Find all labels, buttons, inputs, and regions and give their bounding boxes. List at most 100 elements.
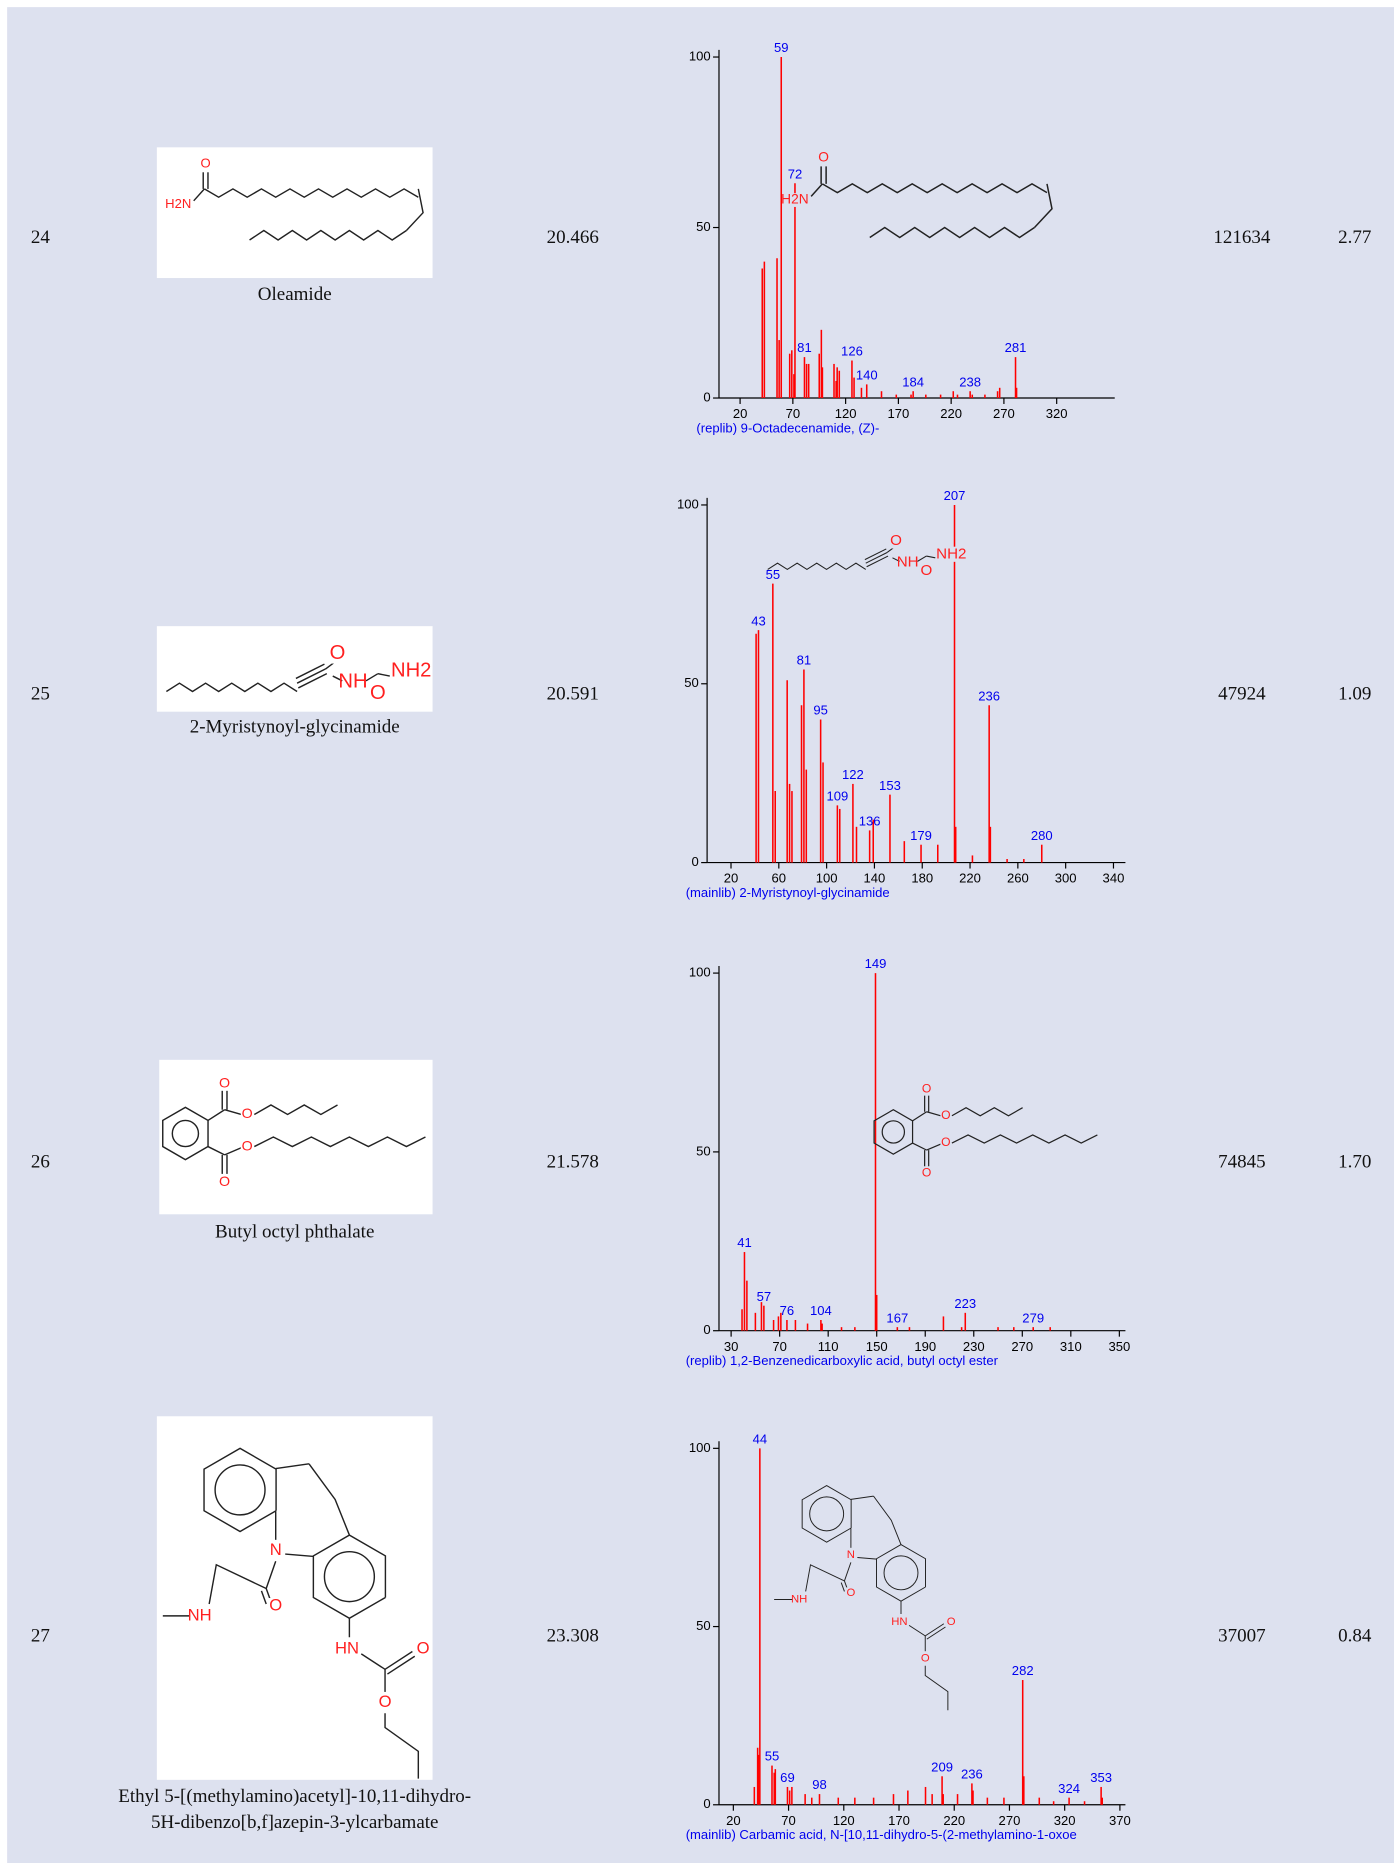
- peak-label: 72: [788, 166, 803, 181]
- bond: [912, 1111, 927, 1122]
- atom-label: O: [370, 682, 386, 704]
- x-tick-label: 120: [835, 406, 857, 421]
- bond: [926, 1111, 941, 1117]
- peak-label: 207: [944, 488, 966, 503]
- retention-time: 20.591: [547, 683, 599, 704]
- compound-name: Ethyl 5-[(methylamino)acetyl]-10,11-dihy…: [118, 1786, 471, 1807]
- peak-label: 282: [1012, 1663, 1034, 1678]
- spectrum-caption: (replib) 9-Octadecenamide, (Z)-: [696, 420, 879, 435]
- bond: [805, 1564, 845, 1592]
- peak-label: 279: [1022, 1310, 1044, 1325]
- bond: [843, 1562, 852, 1582]
- bond: [384, 1713, 420, 1779]
- bond: [360, 1653, 386, 1670]
- peak-label: 55: [765, 1749, 780, 1764]
- atom-label-background: [889, 533, 903, 549]
- bond: [926, 555, 936, 559]
- x-tick-label: 120: [833, 1813, 855, 1828]
- bond: [869, 226, 1035, 239]
- peak-label: 149: [865, 956, 887, 971]
- peak-label: 209: [931, 1759, 953, 1774]
- retention-time: 20.466: [547, 227, 599, 248]
- spectrum-caption: (replib) 1,2-Benzenedicarboxylic acid, b…: [686, 1353, 999, 1368]
- atom-label: N: [847, 1549, 855, 1561]
- bond: [224, 1147, 242, 1156]
- bond: [207, 1109, 225, 1122]
- compound-name: 5H-dibenzo[b,f]azepin-3-ylcarbamate: [151, 1812, 439, 1833]
- aromatic-ring: [171, 1119, 200, 1148]
- atom-label: O: [201, 155, 211, 170]
- atom-label: O: [219, 1174, 230, 1190]
- area-percent: 1.70: [1338, 1152, 1371, 1173]
- structure-image: [156, 1416, 433, 1780]
- x-tick-label: 110: [818, 1339, 839, 1354]
- peak-label: 57: [757, 1289, 772, 1304]
- x-tick-label: 370: [1109, 1813, 1131, 1828]
- atom-label-background: [328, 643, 347, 664]
- x-tick-label: 270: [993, 406, 1015, 421]
- atom-label-background: [377, 1694, 393, 1711]
- bond: [864, 548, 887, 561]
- row-number: 24: [31, 227, 51, 248]
- x-tick-label: 270: [1011, 1339, 1033, 1354]
- atom-label: H2N: [165, 196, 191, 211]
- peak-label: 153: [879, 778, 901, 793]
- x-tick-label: 220: [943, 1813, 965, 1828]
- bond: [208, 1563, 267, 1605]
- atom-label: HN: [891, 1616, 907, 1628]
- x-tick-label: 100: [816, 871, 838, 886]
- bond: [926, 1626, 946, 1640]
- peak-label: 69: [780, 1770, 795, 1785]
- bond: [265, 1560, 277, 1589]
- x-tick-label: 220: [959, 871, 981, 886]
- x-tick-label: 20: [724, 871, 739, 886]
- peak-label: 98: [812, 1777, 827, 1792]
- peak-label: 104: [810, 1303, 832, 1318]
- area-percent: 0.84: [1338, 1626, 1372, 1647]
- atom-label: O: [920, 562, 932, 579]
- atom-label: NH: [791, 1594, 807, 1606]
- atom-label-background: [402, 661, 421, 682]
- row-number: 26: [31, 1152, 50, 1173]
- x-tick-label: 70: [772, 1339, 787, 1354]
- bond: [857, 1557, 877, 1560]
- atom-label-background: [343, 671, 363, 693]
- atom-label-background: [900, 554, 915, 570]
- mass-spectrum: 0 50 100 30 70 110 150 190 230 270 310 350 41 57 76 104…: [686, 956, 1131, 1368]
- atom-label-background: [921, 1083, 933, 1096]
- spectrum-structure: O H2N: [781, 149, 1053, 239]
- y-tick-label: 100: [689, 48, 711, 63]
- x-tick-label: 320: [1054, 1813, 1076, 1828]
- atom-label-background: [368, 683, 388, 704]
- area-percent: 2.77: [1338, 227, 1371, 248]
- x-tick-label: 270: [999, 1813, 1021, 1828]
- peak-label: 140: [856, 368, 878, 383]
- structure-image: [156, 147, 433, 279]
- bond: [840, 1582, 845, 1592]
- atom-label: O: [922, 1082, 931, 1096]
- x-tick-label: 150: [866, 1339, 888, 1354]
- spectrum-structure: N NH O HN O O: [774, 1485, 957, 1711]
- bond: [377, 672, 390, 677]
- atom-label-background: [268, 1542, 284, 1559]
- atom-label: NH: [338, 670, 367, 692]
- spectrum-caption: (mainlib) Carbamic acid, N-[10,11-dihydr…: [686, 1827, 1077, 1842]
- atom-label: O: [941, 1135, 950, 1149]
- peak-area: 47924: [1218, 683, 1266, 704]
- atom-label-background: [415, 1640, 431, 1658]
- row-number: 27: [31, 1626, 50, 1647]
- y-tick-label: 100: [689, 965, 711, 980]
- atom-label-background: [940, 1136, 952, 1150]
- peak-label: 223: [954, 1296, 976, 1311]
- bond: [405, 188, 424, 231]
- bond: [951, 1107, 1023, 1117]
- bond: [308, 1463, 351, 1536]
- peak-area: 121634: [1213, 227, 1271, 248]
- x-tick-label: 70: [786, 406, 801, 421]
- x-tick-label: 230: [963, 1339, 985, 1354]
- atom-label-background: [921, 1167, 933, 1180]
